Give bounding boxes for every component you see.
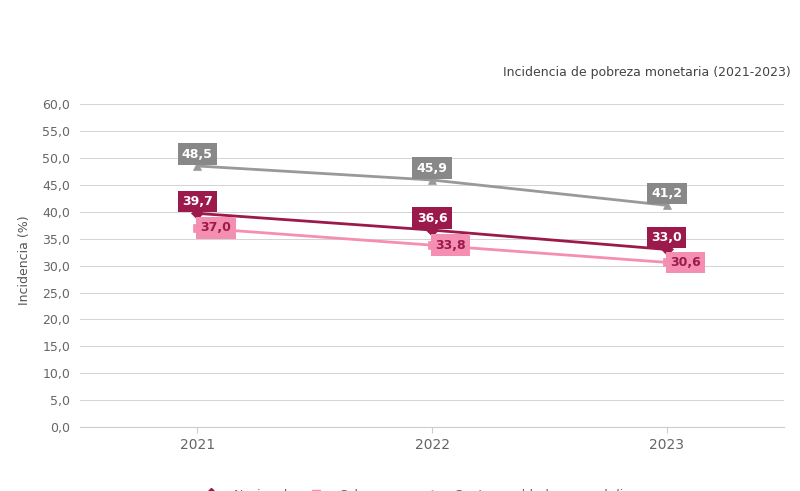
Text: 33,0: 33,0 <box>651 231 682 244</box>
Text: 39,7: 39,7 <box>182 195 213 208</box>
Text: 36,6: 36,6 <box>417 212 447 225</box>
Text: Incidencia de pobreza monetaria (2021-2023): Incidencia de pobreza monetaria (2021-20… <box>503 66 790 79</box>
Text: 37,0: 37,0 <box>201 221 231 234</box>
Text: 48,5: 48,5 <box>182 148 213 161</box>
Legend: Nacional, Cabeceras, Centros poblados y rural disperso: Nacional, Cabeceras, Centros poblados y … <box>194 484 670 491</box>
Text: 30,6: 30,6 <box>670 256 701 269</box>
Text: 33,8: 33,8 <box>435 239 466 252</box>
Text: Pobreza monetaria: Pobreza monetaria <box>599 28 790 46</box>
Y-axis label: Incidencia (%): Incidencia (%) <box>18 216 31 305</box>
Text: 41,2: 41,2 <box>651 187 682 200</box>
Text: 45,9: 45,9 <box>417 162 447 175</box>
